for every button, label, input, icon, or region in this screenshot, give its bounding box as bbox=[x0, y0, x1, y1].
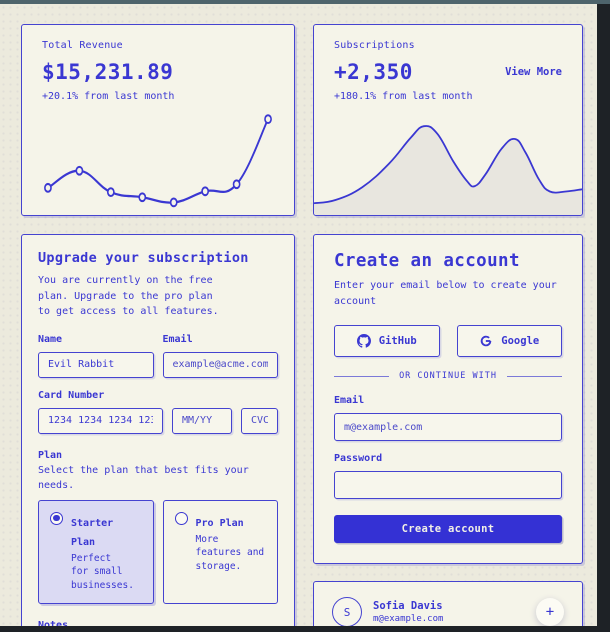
name-label: Name bbox=[38, 333, 63, 345]
create-account-title: Create an account bbox=[334, 251, 520, 271]
avatar-initial: S bbox=[343, 605, 351, 619]
name-field[interactable] bbox=[38, 351, 154, 378]
notes-label: Notes bbox=[38, 619, 69, 626]
email-label: Email bbox=[162, 333, 193, 345]
expiry-field[interactable] bbox=[172, 407, 232, 434]
revenue-value: $15,231.89 bbox=[42, 60, 174, 84]
dashboard-page: Total Revenue $15,231.89 +20.1% from las… bbox=[0, 4, 597, 626]
plan-label: Plan bbox=[38, 449, 63, 461]
pro-plan-title: Pro Plan bbox=[195, 517, 244, 529]
subscriptions-label: Subscriptions bbox=[334, 40, 415, 51]
account-email-label: Email bbox=[334, 395, 365, 406]
subscriptions-delta: +180.1% from last month bbox=[334, 91, 473, 102]
total-revenue-card: Total Revenue $15,231.89 +20.1% from las… bbox=[21, 24, 295, 216]
contact-card: S Sofia Davis m@example.com + bbox=[313, 581, 583, 626]
password-field[interactable] bbox=[334, 471, 562, 499]
subscriptions-value: +2,350 bbox=[334, 60, 413, 84]
avatar: S bbox=[332, 597, 362, 626]
github-button[interactable]: GitHub bbox=[334, 325, 440, 357]
right-column: Create an account Enter your email below… bbox=[313, 234, 583, 626]
github-button-label: GitHub bbox=[378, 335, 417, 347]
subscriptions-area-chart bbox=[314, 125, 582, 215]
starter-plan-title: Starter Plan bbox=[71, 517, 114, 548]
cards-grid: Total Revenue $15,231.89 +20.1% from las… bbox=[0, 4, 597, 626]
plan-description: Select the plan that best fits your need… bbox=[38, 464, 249, 492]
radio-checked-icon bbox=[50, 511, 63, 525]
window-frame-top bbox=[0, 0, 610, 4]
contact-email: m@example.com bbox=[373, 614, 444, 624]
create-account-card: Create an account Enter your email below… bbox=[313, 234, 583, 564]
starter-plan-description: Perfect for small businesses. bbox=[71, 552, 134, 592]
create-account-button[interactable]: Create account bbox=[334, 515, 562, 543]
upgrade-title: Upgrade your subscription bbox=[38, 250, 249, 266]
google-button[interactable]: Google bbox=[456, 325, 562, 357]
revenue-line-chart bbox=[44, 114, 272, 208]
contact-name: Sofia Davis bbox=[373, 600, 443, 612]
revenue-delta: +20.1% from last month bbox=[42, 91, 175, 102]
plan-option-pro[interactable]: Pro Plan More features and storage. bbox=[162, 499, 278, 604]
cvc-field[interactable] bbox=[241, 407, 278, 434]
revenue-label: Total Revenue bbox=[42, 40, 123, 51]
upgrade-description: You are currently on the free plan. Upgr… bbox=[38, 275, 219, 317]
plan-option-starter[interactable]: Starter Plan Perfect for small businesse… bbox=[38, 499, 154, 604]
pro-plan-description: More features and storage. bbox=[195, 533, 265, 573]
add-contact-button[interactable]: + bbox=[536, 598, 564, 626]
radio-unchecked-icon bbox=[174, 511, 188, 525]
google-button-label: Google bbox=[501, 335, 540, 347]
email-field[interactable] bbox=[162, 351, 278, 378]
divider-text: OR CONTINUE WITH bbox=[399, 371, 497, 381]
account-email-field[interactable] bbox=[334, 413, 562, 441]
card-number-field[interactable] bbox=[38, 407, 163, 434]
card-number-label: Card Number bbox=[38, 389, 105, 401]
github-icon bbox=[356, 334, 371, 348]
plus-icon: + bbox=[545, 604, 555, 620]
password-label: Password bbox=[334, 453, 383, 464]
google-icon bbox=[481, 335, 492, 347]
upgrade-subscription-card: Upgrade your subscription You are curren… bbox=[21, 234, 295, 626]
subscriptions-card: Subscriptions +2,350 View More +180.1% f… bbox=[313, 24, 583, 216]
or-continue-divider: OR CONTINUE WITH bbox=[334, 371, 562, 381]
view-more-link[interactable]: View More bbox=[505, 66, 562, 78]
create-account-description: Enter your email below to create your ac… bbox=[334, 280, 557, 307]
